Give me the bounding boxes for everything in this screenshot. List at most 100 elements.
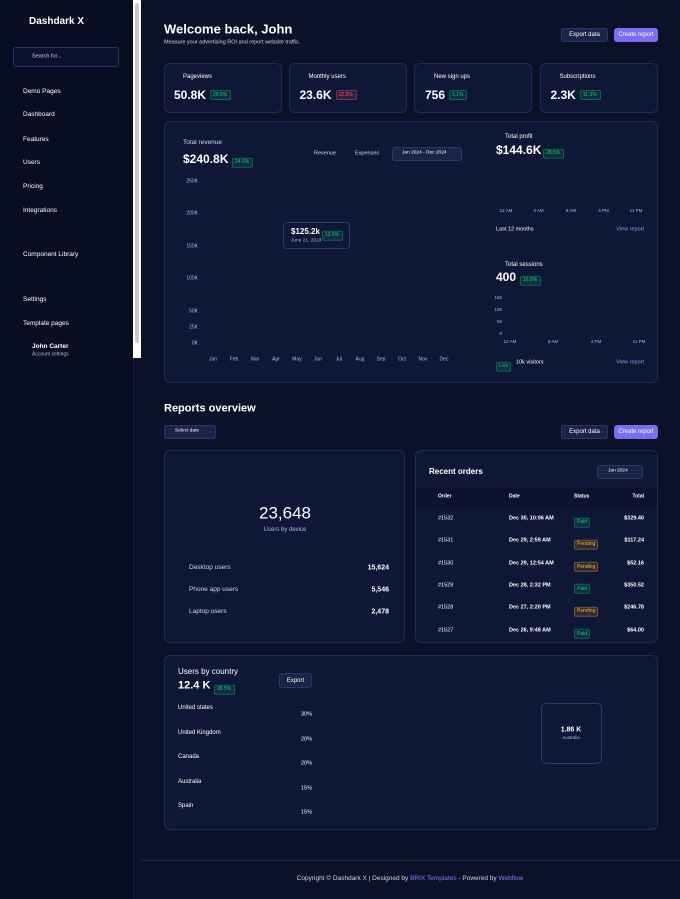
status-badge: Pending [574, 533, 599, 550]
scrollbar[interactable] [133, 0, 141, 358]
stat-row: 756 3.1% [425, 88, 468, 102]
date-dropdown[interactable] [392, 147, 462, 161]
chart-value: $144.6K [496, 143, 542, 157]
stat-label: Subscriptions [559, 74, 596, 80]
status: Paid [574, 628, 591, 639]
chart-value: $240.8K [183, 152, 229, 166]
button-label: Create report [618, 32, 654, 38]
footer-divider [141, 860, 680, 861]
nav-item[interactable]: Users [23, 158, 40, 166]
nav-item[interactable]: Integrations [23, 206, 57, 214]
x-tick-label: Mar [250, 356, 260, 363]
nav-item[interactable]: Features [23, 135, 49, 143]
device-name: Phone app users [189, 585, 239, 593]
card [164, 450, 405, 643]
legend-label: Expenses [355, 150, 380, 157]
x-tick-label: Jan [208, 356, 218, 363]
x-tick-label: 4 AM [533, 207, 544, 213]
x-tick-label: 4 PM [590, 338, 602, 344]
user-name: John Carter [32, 342, 69, 350]
stat-value: 756 [425, 88, 446, 102]
period: Last 12 months [496, 226, 534, 233]
y-tick-label: 100K [186, 275, 198, 282]
select-label: Select date [175, 428, 200, 434]
change-text: 12.5% [338, 91, 353, 98]
footer-text: - Powered by [456, 874, 499, 882]
status-text: Pending [577, 541, 596, 548]
footer-text[interactable]: Webflow [498, 874, 524, 882]
change-text: 16.8% [523, 276, 538, 283]
nav-item[interactable]: Template pages [23, 319, 69, 327]
change-text: Live [499, 362, 509, 369]
badge-wrap: 12.5% [322, 224, 344, 241]
change-badge: 3.1% [449, 90, 468, 100]
y-tick-label: 50 [496, 318, 502, 324]
footer-text[interactable]: BRIX Templates [410, 874, 457, 882]
device-value: 5,546 [371, 586, 389, 594]
country-share: 15% [300, 809, 312, 816]
cell: Dec 30, 10:06 AM [509, 515, 554, 522]
y-tick-label: 0K [191, 340, 198, 347]
nav-item[interactable]: Component Library [23, 250, 79, 258]
link[interactable]: View report [616, 359, 644, 366]
create-button[interactable]: Create report [614, 28, 658, 42]
tooltip-date: June 21, 2023 [291, 238, 322, 244]
link[interactable]: View report [616, 226, 644, 233]
month-dropdown[interactable] [597, 465, 643, 479]
change-badge: 16.8% [520, 275, 542, 286]
button-label: Export data [569, 32, 600, 38]
country-share: 30% [300, 711, 312, 718]
legend-label: Revenue [314, 150, 337, 157]
change-badge: 28.5% [214, 684, 236, 695]
cell: #1527 [438, 626, 454, 633]
x-tick-label: 8 AM [565, 207, 577, 213]
page-subtitle: Measure your advertising ROI and report … [164, 39, 301, 46]
cell: Dec 26, 9:48 AM [509, 626, 551, 633]
export-button[interactable]: Export [279, 673, 312, 688]
nav-item[interactable]: Demo Pages [23, 87, 61, 95]
card [415, 450, 658, 643]
stat-row: 50.8K 28.5% [174, 89, 232, 101]
map-value: 1.86 K [560, 726, 582, 734]
country-name: Spain [178, 803, 194, 809]
search-box[interactable] [13, 47, 119, 67]
column-header: Total [632, 493, 644, 500]
column-header: Status [574, 493, 590, 500]
footer-text: Copyright © Dashdark X | Designed by [296, 874, 411, 882]
button-label: Export [286, 677, 305, 684]
page-title: Welcome back, John [164, 21, 293, 37]
button-label: Export data [569, 429, 600, 435]
x-tick-label: 4 PM [598, 207, 609, 213]
gauge-caption: Users by device [263, 527, 307, 533]
status-badge: Paid [574, 622, 591, 639]
nav-item[interactable]: Pricing [23, 182, 43, 190]
status: Paid [574, 584, 591, 595]
change-badge: 12.5% [335, 90, 357, 100]
create-button[interactable]: Create report [614, 425, 658, 439]
export-button[interactable]: Export data [561, 28, 608, 42]
badge-wrap: 28.5% [543, 142, 565, 159]
export-button[interactable]: Export data [561, 425, 608, 439]
country-name: United Kingdom [178, 729, 221, 736]
country-share: 20% [300, 735, 312, 742]
card [540, 63, 658, 113]
status: Pending [574, 561, 599, 572]
country-share: 20% [300, 760, 312, 767]
y-tick-label: 150 [494, 294, 502, 300]
nav-item[interactable]: Dashboard [23, 110, 55, 118]
nav-item[interactable]: Settings [23, 295, 47, 303]
chart-title: Total profit [505, 134, 533, 140]
x-tick-label: Dec [439, 356, 449, 363]
stat-value: 2.3K [550, 88, 576, 102]
column-header: Order [438, 493, 452, 500]
change-text: 28.5% [213, 91, 228, 98]
card-title: Users by country [178, 667, 239, 676]
x-tick-label: Apr [272, 356, 280, 363]
map-label: Australia [562, 734, 580, 740]
y-tick-label: 200K [186, 210, 198, 217]
card [164, 121, 658, 383]
y-tick-label: 250K [186, 178, 198, 185]
x-tick-label: Aug [355, 356, 365, 363]
stat-value: 23.6K [299, 88, 332, 102]
select-date[interactable] [164, 425, 216, 439]
